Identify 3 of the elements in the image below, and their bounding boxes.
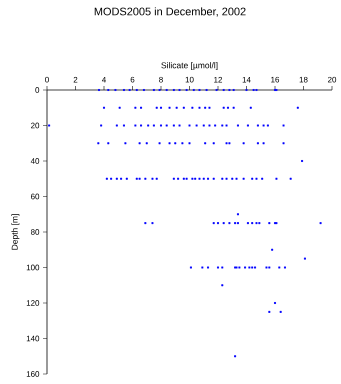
chart-title: MODS2005 in December, 2002	[94, 7, 246, 17]
x-axis-title: Silicate [µmol/l]	[161, 62, 218, 70]
y-axis-title: Depth [m]	[11, 214, 20, 250]
